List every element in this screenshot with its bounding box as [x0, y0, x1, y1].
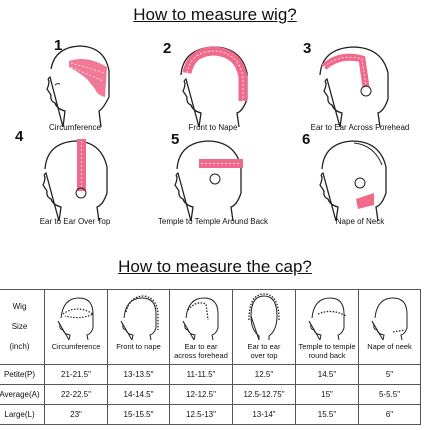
table-cell: 5": [358, 364, 421, 385]
step-number: 4: [15, 128, 24, 145]
table-cell: 11-11.5": [169, 364, 233, 385]
step-nape-of-neck: 6 Nape of Neck: [290, 131, 430, 241]
table-cell: 12-12.5": [169, 384, 233, 405]
row-size-label: Average(A): [0, 384, 45, 405]
table-cell: 23": [44, 404, 108, 425]
step-number: 1: [54, 37, 63, 54]
header-front-to-nape: Front to nape: [107, 289, 170, 365]
table-row: Large(L) 23" 15-15.5" 12.5-13" 13-14" 15…: [0, 404, 421, 425]
step-temple-to-temple: 5 Temple to Temple Around Back: [143, 131, 283, 241]
table-cell: 21-21.5": [44, 364, 108, 385]
table-row: Average(A) 22-22.5" 14-14.5" 12-12.5" 12…: [0, 384, 421, 405]
table-cell: 22-22.5": [44, 384, 108, 405]
table-cell: 14-14.5": [107, 384, 170, 405]
head-profile-front-to-nape-icon: [180, 46, 248, 127]
table-cell: 12.5-13": [169, 404, 233, 425]
step-caption: Ear to Ear Across Forehead: [310, 123, 410, 132]
step-caption: Circumference: [48, 123, 101, 132]
wig-size-header: Wig Size (inch): [0, 289, 45, 365]
row-size-label: Petite(P): [0, 364, 45, 385]
header-ear-to-ear-over-top: Ear to ear over top: [232, 289, 296, 365]
header-temple-to-temple: Temple to temple round back: [295, 289, 359, 365]
step-front-to-nape: 2 Front to Nape: [143, 37, 283, 147]
step-ear-to-ear-across-forehead: 3 Ear to Ear Across Forehead: [290, 37, 430, 147]
head-profile-nape-icon: [319, 140, 387, 221]
row-size-label: Large(L): [0, 404, 45, 425]
table-row: Petite(P) 21-21.5" 13-13.5" 11-11.5" 12.…: [0, 364, 421, 385]
cap-across-forehead-icon: [182, 297, 219, 342]
cap-measure-title: How to measure the cap?: [118, 257, 312, 276]
cap-front-to-nape-icon: [120, 295, 159, 342]
table-cell: 15-15.5": [107, 404, 170, 425]
table-cell: 15.5": [295, 404, 359, 425]
step-number: 5: [171, 131, 180, 148]
table-cell: 5-5.5": [358, 384, 421, 405]
head-profile-circumference-icon: [46, 45, 110, 127]
cap-nape-icon: [371, 297, 407, 342]
step-caption: Temple to Temple Around Back: [157, 217, 269, 226]
header-nape-of-neck: Nape of neek: [358, 289, 421, 365]
table-header-row: Wig Size (inch) Circumference Front to n…: [0, 289, 421, 365]
head-profile-across-forehead-icon: [319, 46, 389, 127]
head-profile-temple-to-temple-icon: [174, 140, 243, 221]
wig-measure-title: How to measure wig?: [133, 5, 297, 24]
table-cell: 6": [358, 404, 421, 425]
head-profile-over-top-icon: [42, 139, 108, 221]
step-circumference: 1 Circumference: [5, 37, 145, 147]
step-caption: Ear to Ear Over Top: [39, 217, 111, 226]
cap-over-top-icon: [248, 293, 280, 341]
table-cell: 12.5-12.75": [232, 384, 296, 405]
cap-size-table: Wig Size (inch) Circumference Front to n…: [0, 289, 421, 425]
table-cell: 13-14": [232, 404, 296, 425]
header-circumference: Circumference: [44, 289, 108, 365]
step-number: 2: [163, 40, 172, 57]
cap-circumference-icon: [57, 297, 95, 342]
table-cell: 15": [295, 384, 359, 405]
header-ear-to-ear-across-forehead: Ear to ear across forehead: [169, 289, 233, 365]
step-ear-to-ear-over-top: 4 Ear to Ear Over Top: [5, 128, 145, 241]
cap-temple-to-temple-icon: [308, 297, 347, 342]
table-cell: 14.5": [295, 364, 359, 385]
step-number: 3: [303, 40, 312, 57]
table-cell: 12.5": [232, 364, 296, 385]
table-cell: 13-13.5": [107, 364, 170, 385]
step-caption: Nape of Neck: [335, 217, 385, 226]
step-caption: Front to Nape: [188, 123, 238, 132]
step-number: 6: [302, 131, 311, 148]
